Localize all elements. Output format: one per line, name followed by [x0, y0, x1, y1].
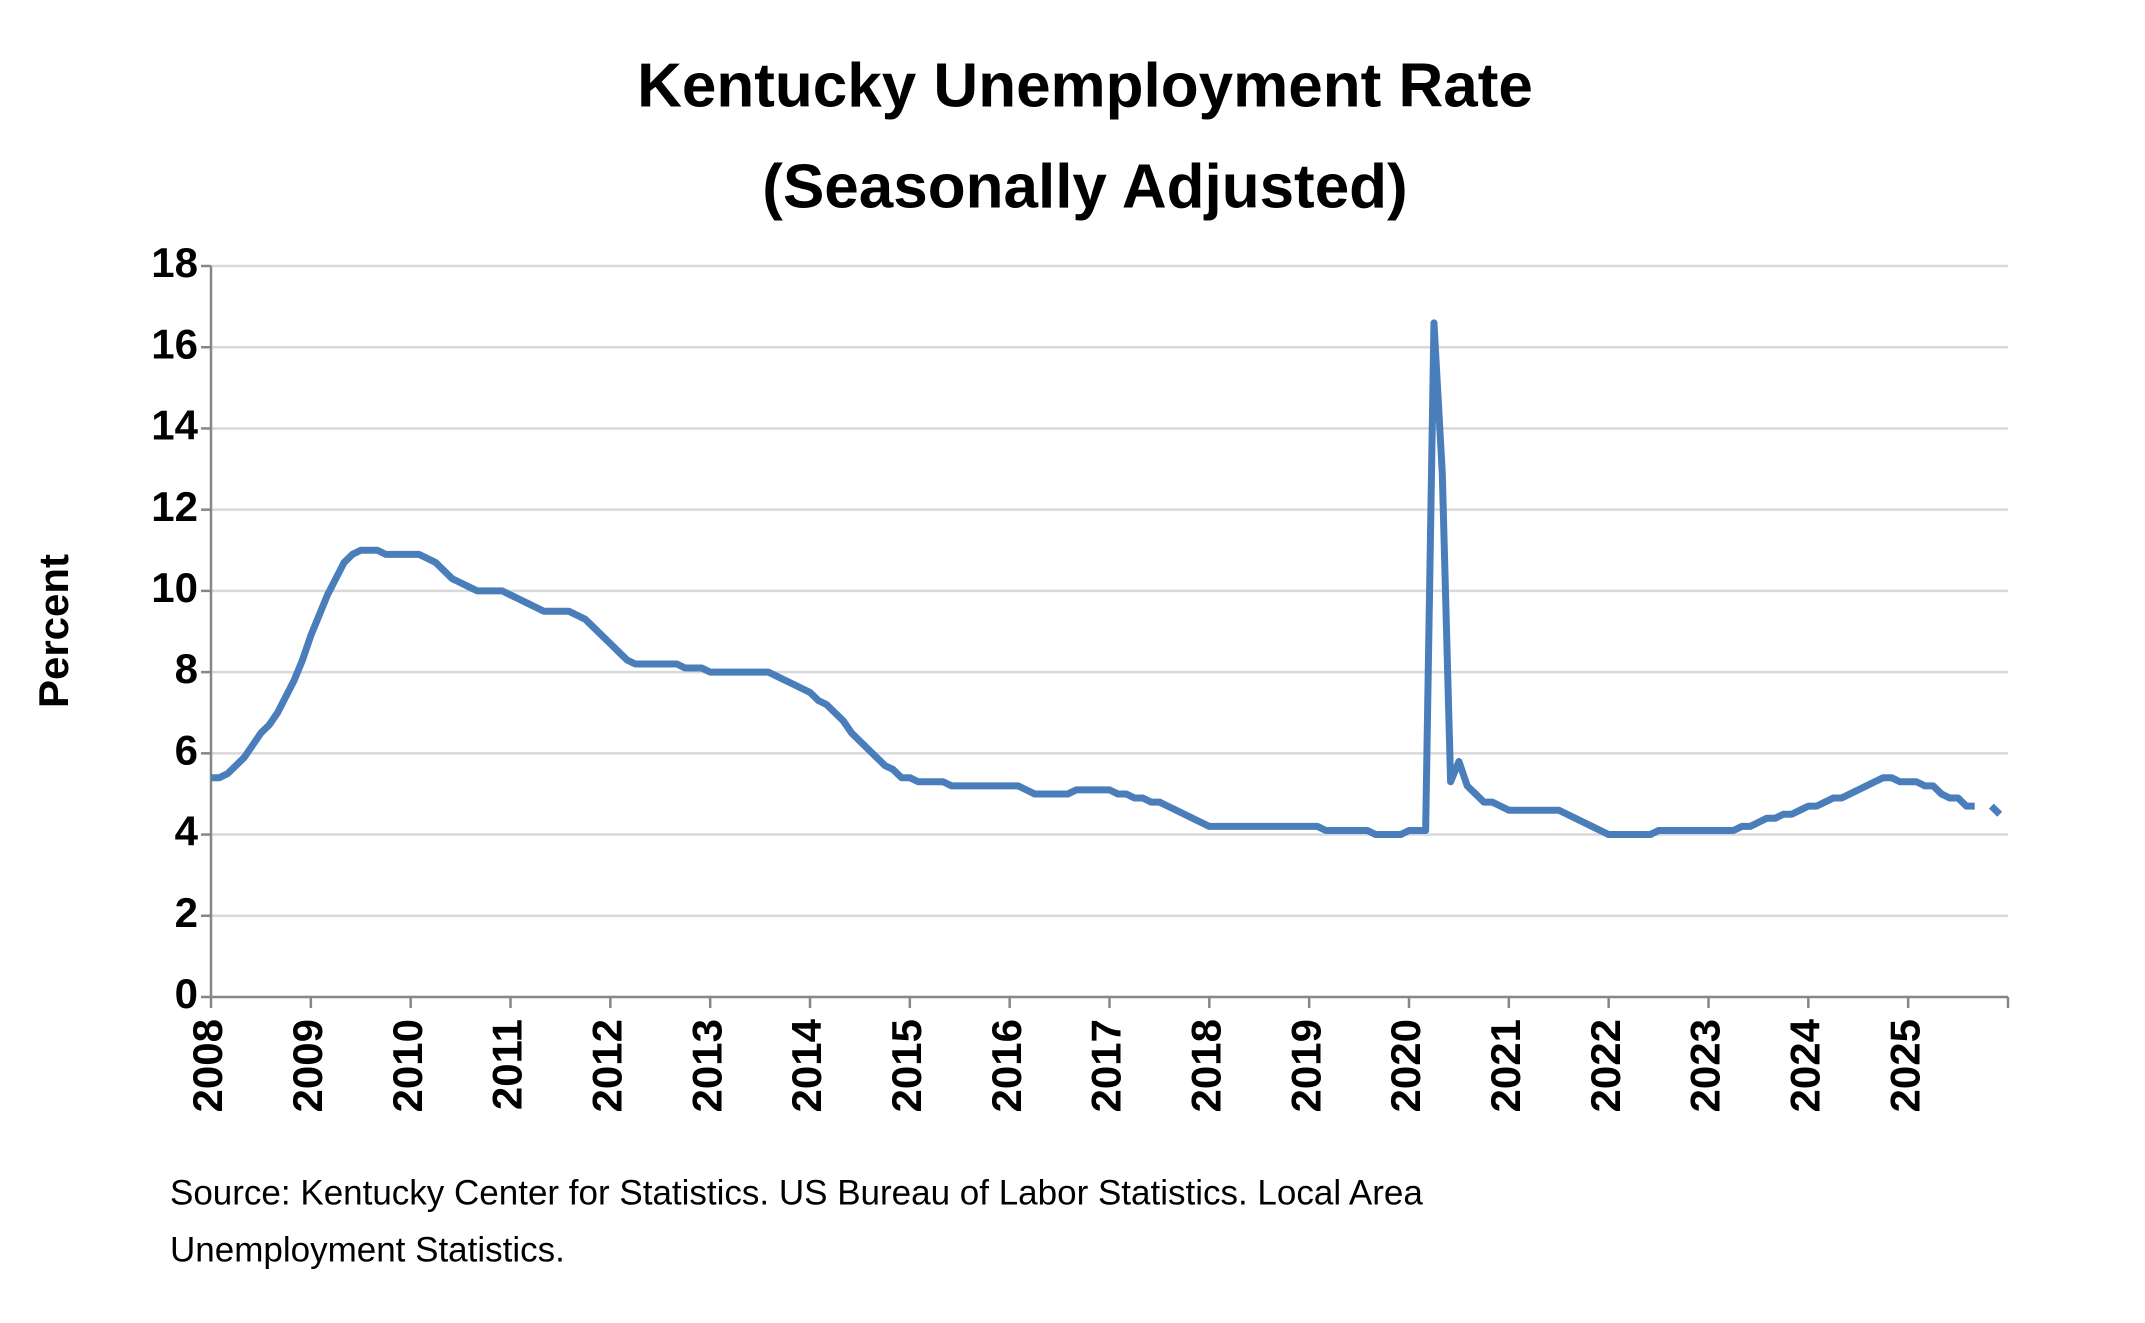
- x-tick-label: 2014: [783, 1018, 830, 1112]
- x-tick-label: 2010: [384, 1019, 431, 1112]
- y-axis-label: Percent: [30, 554, 77, 708]
- x-tick-label: 2009: [284, 1019, 331, 1112]
- x-tick-label: 2019: [1282, 1019, 1329, 1112]
- x-tick-label: 2024: [1781, 1018, 1828, 1112]
- data-line: [211, 319, 2003, 839]
- y-tick-label: 6: [175, 726, 198, 773]
- x-tick-label: 2012: [583, 1019, 630, 1112]
- x-tick-label: 2023: [1682, 1019, 1729, 1112]
- y-tick-label: 2: [175, 889, 198, 936]
- x-tick-label: 2018: [1182, 1019, 1229, 1112]
- x-tick-label: 2008: [184, 1019, 231, 1112]
- x-tick-label: 2022: [1582, 1019, 1629, 1112]
- x-tick-label: 2013: [683, 1019, 730, 1112]
- source-note: Source: Kentucky Center for Statistics. …: [170, 1173, 1423, 1212]
- y-tick-label: 0: [175, 970, 198, 1017]
- x-tick-label: 2020: [1382, 1019, 1429, 1112]
- chart-title: (Seasonally Adjusted): [762, 152, 1407, 221]
- y-tick-label: 8: [175, 645, 198, 692]
- x-tick-label: 2021: [1482, 1019, 1529, 1112]
- y-tick-label: 18: [151, 239, 198, 286]
- y-tick-label: 12: [151, 483, 198, 530]
- y-tick-label: 16: [151, 320, 198, 367]
- x-tick-label: 2015: [883, 1019, 930, 1112]
- chart-title: Kentucky Unemployment Rate: [637, 51, 1533, 120]
- y-tick-label: 14: [151, 402, 198, 449]
- y-tick-label: 4: [175, 808, 199, 855]
- y-tick-label: 10: [151, 564, 198, 611]
- source-note: Unemployment Statistics.: [170, 1230, 565, 1269]
- x-tick-label: 2011: [484, 1019, 531, 1110]
- x-tick-label: 2016: [983, 1019, 1030, 1112]
- x-tick-label: 2025: [1881, 1019, 1928, 1112]
- x-tick-label: 2017: [1083, 1019, 1130, 1112]
